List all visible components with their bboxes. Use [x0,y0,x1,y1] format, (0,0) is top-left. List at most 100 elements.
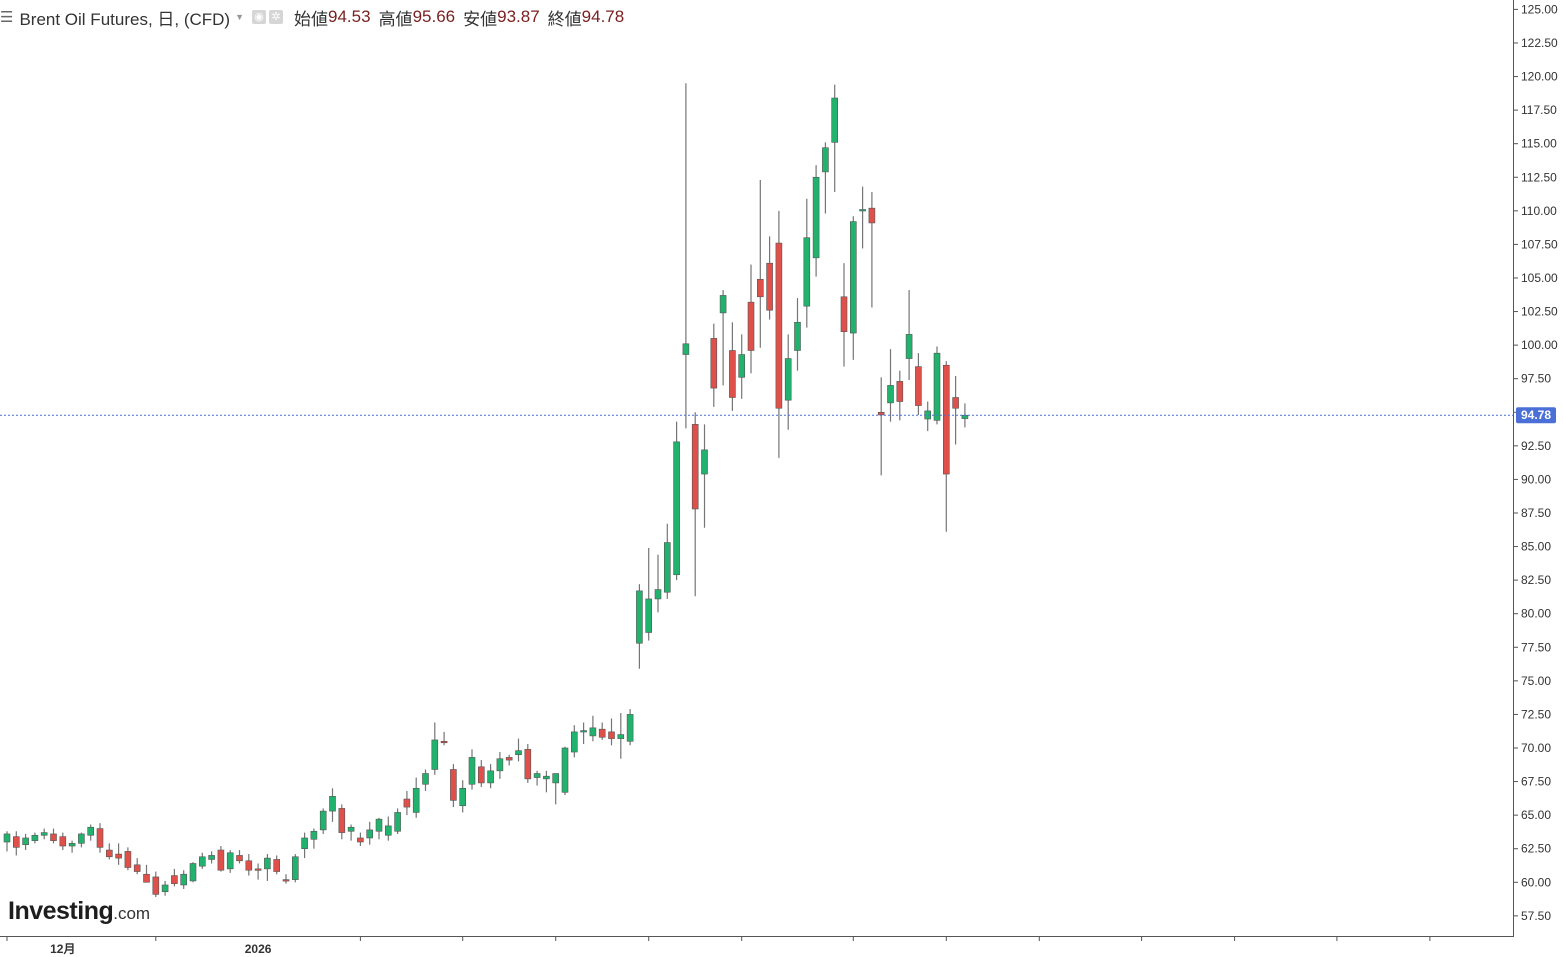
candle[interactable] [608,718,615,746]
candle[interactable] [803,198,811,328]
candle[interactable] [654,554,662,613]
candle[interactable] [394,808,401,834]
candle[interactable] [440,731,448,746]
candle[interactable] [68,840,76,853]
candle[interactable] [915,353,922,415]
candle[interactable] [310,828,318,849]
x-axis[interactable]: 12月 2026 [6,936,1431,956]
candle[interactable] [812,165,820,277]
candle[interactable] [96,823,104,853]
candle[interactable] [422,769,429,791]
candle[interactable] [766,236,773,320]
candle[interactable] [403,790,411,816]
candle[interactable] [626,709,634,746]
candle[interactable] [152,871,160,898]
candle[interactable] [282,874,290,884]
candle[interactable] [468,749,476,790]
candle[interactable] [217,846,225,872]
candle[interactable] [589,715,597,742]
candle[interactable] [691,412,699,597]
candle[interactable] [645,547,653,641]
candle[interactable] [887,349,894,422]
chevron-down-icon[interactable]: ▼ [235,12,245,22]
candle[interactable] [171,868,178,887]
candle[interactable] [942,361,950,532]
candle[interactable] [561,746,569,795]
candle[interactable] [78,832,85,848]
settings-gear-icon[interactable]: ✲ [269,10,284,24]
candle[interactable] [756,179,764,348]
investing-logo[interactable]: Investing.com [8,897,150,926]
candle[interactable] [663,523,671,599]
candle[interactable] [477,760,485,787]
candle[interactable] [40,828,48,840]
candle[interactable] [133,858,141,875]
candle[interactable] [505,754,513,766]
candle[interactable] [366,821,374,845]
candle[interactable] [552,773,560,805]
candle[interactable] [226,850,234,873]
candle[interactable] [87,824,94,841]
candle[interactable] [794,298,801,371]
candle[interactable] [273,855,281,875]
candle[interactable] [357,832,364,847]
candle[interactable] [877,377,885,476]
candle[interactable] [338,804,346,840]
candle[interactable] [106,843,113,860]
candle[interactable] [747,264,755,374]
candle[interactable] [515,738,522,762]
candle[interactable] [329,788,336,822]
candle[interactable] [50,828,57,844]
candle[interactable] [143,864,150,883]
candle[interactable] [31,832,39,844]
candle[interactable] [459,780,467,813]
candle[interactable] [375,817,383,840]
candle[interactable] [570,725,578,758]
candle[interactable] [208,851,215,864]
candle[interactable] [3,831,11,852]
candle[interactable] [115,843,122,865]
candle[interactable] [319,808,327,834]
candle[interactable] [682,83,690,429]
candle[interactable] [264,854,271,881]
candle[interactable] [291,854,299,883]
candle[interactable] [431,722,439,775]
candle[interactable] [254,863,262,880]
candle[interactable] [347,824,355,841]
candle[interactable] [161,880,169,896]
candle[interactable] [822,142,829,214]
candle[interactable] [533,770,541,786]
candle[interactable] [245,854,253,876]
candle[interactable] [933,346,941,425]
candle[interactable] [673,421,680,581]
candle[interactable] [496,752,504,779]
candle[interactable] [784,334,792,430]
candle[interactable] [701,424,708,528]
candle[interactable] [199,852,206,869]
candle[interactable] [236,850,243,864]
visibility-eye-icon[interactable]: ◉ [252,10,267,24]
candle[interactable] [301,832,308,859]
candle[interactable] [868,192,876,308]
candle[interactable] [849,216,857,360]
menu-lines-icon[interactable]: ☰ [0,9,14,26]
candle[interactable] [831,84,839,193]
candle[interactable] [580,722,587,744]
candle[interactable] [450,764,457,808]
candle[interactable] [840,263,848,367]
candle[interactable] [487,764,494,789]
candle[interactable] [924,401,932,432]
candle[interactable] [543,770,550,793]
candle[interactable] [617,713,625,759]
candle[interactable] [710,323,718,407]
candle[interactable] [896,370,904,421]
candle[interactable] [189,862,197,883]
candle[interactable] [775,210,783,458]
candle[interactable] [412,777,420,818]
y-axis[interactable]: 125.00 122.50 120.00 117.50 115.00 112.50 110.… [1513,2,1558,923]
candle[interactable] [905,290,913,381]
candle[interactable] [729,322,736,411]
candle[interactable] [124,847,132,871]
candle[interactable] [384,816,392,841]
